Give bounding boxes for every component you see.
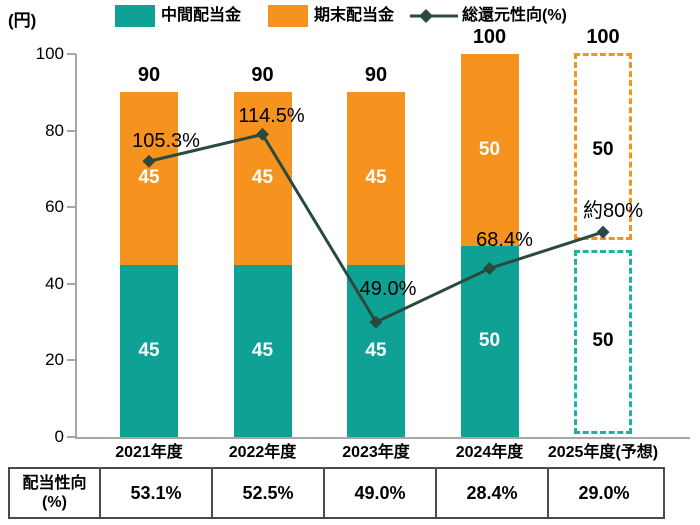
payout-ratio-cell: 52.5% [211,469,323,517]
x-axis-line [75,437,690,439]
legend-item-total-return: 総還元性向(%) [408,5,567,27]
y-axis-unit-label: (円) [8,11,37,30]
interim-dividend-swatch-icon [115,5,155,27]
bar-total-label: 100 [472,26,507,48]
y-axis-tick [67,206,76,209]
bar-value-yearend: 45 [138,167,160,189]
legend-label-interim: 中間配当金 [161,7,242,24]
y-axis-tick [67,436,76,438]
x-axis-category-label: 2021年度 [115,444,183,461]
bar-value-interim: 45 [138,339,160,361]
line-point-percent-label: 49.0% [359,278,417,301]
payout-ratio-table: 配当性向 (%) 53.1% 52.5% 49.0% 28.4% 29.0% [8,467,665,519]
yearend-dividend-swatch-icon [268,5,308,27]
bar-value-interim: 50 [592,330,614,352]
payout-ratio-cell: 28.4% [435,469,547,517]
bar-value-interim: 45 [251,339,274,361]
line-point-percent-label: 105.3% [132,130,200,153]
x-axis-category-label: 2023年度 [342,444,410,461]
payout-ratio-cell: 53.1% [99,469,211,517]
y-axis-tick-label: 80 [45,120,64,140]
legend-item-yearend-dividend: 期末配当金 [268,5,394,27]
y-axis-tick-label: 100 [35,44,64,63]
y-axis-tick [67,129,76,132]
y-axis-tick [67,359,76,362]
line-point-percent-label: 68.4% [476,229,533,252]
line-point-percent-label: 約80% [582,200,644,223]
bar-value-yearend: 50 [592,138,614,160]
y-axis-tick [67,282,76,285]
x-axis-category-label: 2024年度 [455,444,524,461]
bar-value-yearend: 45 [251,167,274,189]
bar-total-label: 90 [251,64,274,87]
y-axis-tick-label: 60 [45,197,64,217]
legend-label-yearend: 期末配当金 [314,7,395,24]
table-header-payout-ratio: 配当性向 (%) [22,475,87,511]
line-point-percent-label: 114.5% [238,105,305,128]
x-axis-category-label: 2022年度 [228,444,297,461]
y-axis-tick-label: 20 [45,350,64,370]
legend-label-total-return: 総還元性向(%) [462,7,567,24]
payout-ratio-cell: 49.0% [323,469,435,517]
line-diamond-icon [410,9,458,23]
legend-item-interim-dividend: 中間配当金 [115,5,241,27]
bar-value-interim: 45 [365,339,387,361]
bar-value-yearend: 45 [365,167,387,189]
payout-ratio-cell: 29.0% [547,469,659,517]
bar-total-label: 90 [137,64,161,87]
bar-total-label: 100 [586,26,620,48]
bar-total-label: 90 [364,64,388,87]
x-axis-category-label: 2025年度(予想) [547,444,659,461]
y-axis-tick-label: 40 [45,273,64,293]
bar-value-interim: 50 [478,330,501,352]
y-axis-tick [67,53,76,55]
bar-value-yearend: 50 [478,138,501,160]
y-axis-line [75,54,77,438]
y-axis-tick-label: 0 [54,427,64,446]
